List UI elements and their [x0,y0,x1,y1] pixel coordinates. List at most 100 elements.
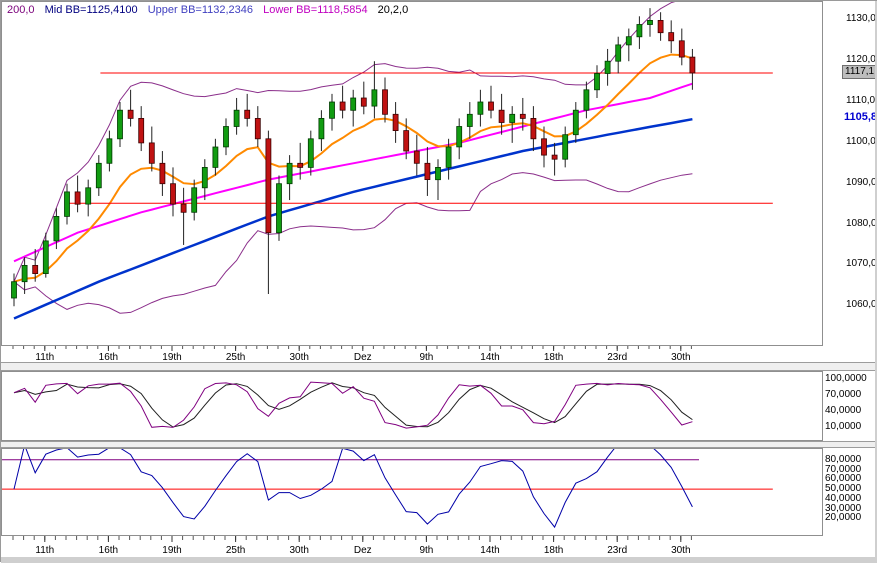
candle-body [541,138,547,156]
date-label: 11th [35,352,54,363]
panel-splitter-2[interactable] [1,441,876,448]
legend-mid-bb: Mid BB=1125,4100 [44,4,138,16]
right-border-strip [875,1,877,563]
rsi-y-label: 40,0000 [825,492,862,504]
candle-body [276,183,282,234]
candle-body [159,162,166,185]
candle-body [403,130,410,152]
y-axis-label: 1110,0 [846,95,876,107]
legend-bb-params: 20,2,0 [377,4,409,16]
rsi-reference-lines[interactable] [2,459,773,490]
stochastic-chart[interactable] [2,372,822,440]
candle-body [456,126,463,148]
date-label: 30th [671,545,690,556]
date-label: 30th [671,352,690,363]
date-label: 19th [162,352,181,363]
candle-body [201,166,208,189]
date-label: 23rd [607,545,627,556]
candle-body [117,109,123,140]
candle-body [371,89,378,107]
legend-lower-bb: Lower BB=1118,5854 [263,4,368,16]
stochastic-y-axis: 100,0000 70,0000 40,0000 10,0000 [823,371,876,441]
y-axis-label: 1080,0 [846,217,877,229]
rsi-y-label: 70,0000 [825,463,862,475]
candle-body [64,191,70,217]
candle-body [148,142,155,164]
date-label: 14th [480,352,499,363]
date-label: 16th [99,545,118,556]
date-ticks: 11th 16th 19th 25th 30th Dez 9th 14th 18th 23rd 30… [12,536,692,556]
candles[interactable] [11,8,696,307]
candle-body [594,73,600,91]
candle-body [519,113,526,119]
rsi-y-label: 80,0000 [825,453,862,465]
rsi-y-label: 60,0000 [825,473,862,485]
candle-body [413,150,420,164]
y-axis-label: 1090,0 [846,176,877,188]
rsi-panel [1,448,823,536]
candle-body [170,183,176,205]
main-chart-panel: 200,0 Mid BB=1125,4100 Upper BB=1132,234… [1,1,823,346]
candle-body [562,134,569,160]
date-label: Dez [354,352,372,363]
date-axis-top-svg: 11th 16th 19th 25th 30th Dez 9th 14th 18th 23rd 30… [12,346,692,363]
panel-splitter-1[interactable] [1,362,876,371]
stoch-y-label: 10,0000 [825,421,862,433]
candle-body [551,154,558,160]
candle-body [625,36,632,46]
candle-body [106,138,113,164]
candle-body [138,118,145,144]
date-label: 16th [99,352,118,363]
candle-body [329,101,335,119]
candle-body [233,109,240,127]
candle-body [85,187,92,205]
candle-body [191,187,198,213]
candle-body [11,281,17,299]
candle-body [350,97,357,111]
y-axis-label: 1100,0 [846,135,876,147]
candle-body [180,203,187,213]
y-axis-label: 1070,0 [846,258,877,270]
candle-body [127,109,134,119]
candle-body [265,138,272,234]
candle-body [488,101,494,111]
date-label: 18th [544,352,563,363]
candle-body [424,162,431,181]
rsi-chart[interactable] [2,449,822,535]
date-label: 30th [289,545,308,556]
legend-upper-bb: Upper BB=1132,2346 [147,4,254,16]
rsi-y-label: 50,0000 [825,483,862,495]
date-label: 9th [419,545,433,556]
date-label: Dez [354,545,372,556]
support-resistance-lines[interactable] [67,72,773,204]
candlestick-chart[interactable] [2,2,822,345]
candle-body [42,240,49,274]
candle-body [382,89,388,115]
indicator-legend: 200,0 Mid BB=1125,4100 Upper BB=1132,234… [7,4,415,16]
date-label: 19th [162,545,181,556]
stochastic-lines [13,381,693,429]
candle-body [647,19,653,25]
candle-body [339,101,346,111]
candle-body [498,109,505,123]
candle-body [223,126,229,148]
candle-body [583,89,590,111]
legend-ma-period: 200,0 [7,4,35,16]
bottom-border-strip [1,557,877,563]
candle-body [689,56,696,74]
date-ticks: 11th 16th 19th 25th 30th Dez 9th 14th 18th 23rd 30… [12,346,692,363]
candle-body [254,118,261,140]
candle-body [360,97,367,107]
candle-body [657,19,664,34]
date-label: 14th [480,545,499,556]
candle-body [509,113,516,123]
y-axis-label: 1120,0 [846,54,876,66]
candle-body [95,162,102,189]
date-label: 11th [35,545,54,556]
candle-body [307,138,314,168]
y-axis-label: 1130,0 [846,13,876,25]
candle-body [53,215,60,242]
candle-body [636,24,643,38]
date-axis-bottom-svg: 11th 16th 19th 25th 30th Dez 9th 14th 18th 23rd 30… [12,536,692,556]
